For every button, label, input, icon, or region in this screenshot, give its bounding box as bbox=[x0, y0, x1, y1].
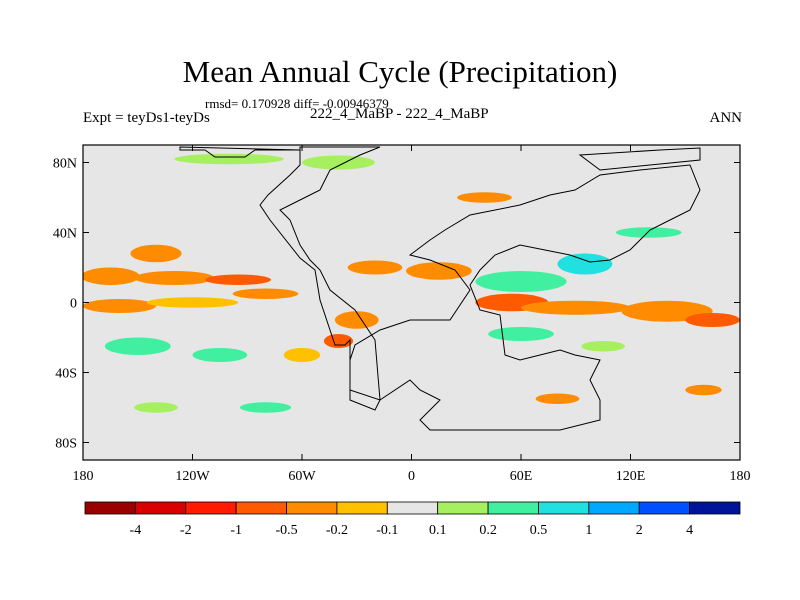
siberia-outline bbox=[578, 147, 701, 171]
x-axis: 180 120W 60W 0 60E 120E 180 bbox=[73, 145, 751, 484]
x-tick-label: 60E bbox=[510, 469, 533, 484]
anomaly-region bbox=[192, 348, 248, 362]
colorbar-swatch bbox=[286, 501, 338, 515]
anomaly-region bbox=[457, 192, 512, 203]
colorbar-swatch bbox=[235, 501, 287, 515]
anomaly-region bbox=[302, 155, 375, 170]
y-tick-label: 40S bbox=[55, 367, 77, 382]
colorbar-swatch bbox=[538, 501, 590, 515]
x-tick-label: 0 bbox=[408, 469, 415, 484]
anomaly-region bbox=[104, 337, 171, 355]
continent-outlines bbox=[179, 146, 701, 431]
anomaly-region bbox=[134, 402, 178, 413]
anomaly-region bbox=[521, 300, 631, 315]
colorbar-label: 4 bbox=[686, 523, 693, 538]
anomaly-region bbox=[685, 313, 740, 327]
colorbar-label: 2 bbox=[636, 523, 643, 538]
anomaly-region bbox=[146, 297, 239, 308]
anomaly-region bbox=[347, 260, 403, 275]
colorbar-label: -1 bbox=[230, 523, 242, 538]
colorbar-swatch bbox=[84, 501, 136, 515]
case-label: 222_4_MaBP - 222_4_MaBP bbox=[310, 106, 489, 122]
season-label: ANN bbox=[709, 110, 743, 126]
anomaly-region bbox=[581, 341, 626, 352]
colorbar-label: -2 bbox=[180, 523, 192, 538]
anomaly-region bbox=[488, 327, 554, 341]
y-tick-label: 80N bbox=[53, 157, 77, 172]
colorbar-label: -0.2 bbox=[326, 523, 348, 538]
chart-title: Mean Annual Cycle (Precipitation) bbox=[182, 54, 618, 89]
x-tick-label: 180 bbox=[730, 469, 751, 484]
y-tick-label: 40N bbox=[53, 227, 77, 242]
anomaly-region bbox=[232, 288, 299, 299]
x-tick-label: 120E bbox=[616, 469, 646, 484]
anomaly-region bbox=[334, 311, 379, 329]
anomaly-region bbox=[615, 227, 682, 238]
x-tick-label: 120W bbox=[175, 469, 210, 484]
colorbar-swatch bbox=[689, 501, 741, 515]
colorbar-swatch bbox=[588, 501, 640, 515]
colorbar-swatch bbox=[487, 501, 539, 515]
colorbar-swatch bbox=[185, 501, 237, 515]
colorbar-label: 0.1 bbox=[429, 523, 447, 538]
y-tick-label: 80S bbox=[55, 437, 77, 452]
anomaly-region bbox=[83, 267, 140, 285]
anomaly-region bbox=[475, 271, 567, 292]
anomaly-region bbox=[535, 393, 580, 404]
colorbar: -4 -2 -1 -0.5 -0.2 -0.1 0.1 0.2 0.5 1 2 4 bbox=[84, 501, 741, 538]
old-world-outline bbox=[349, 164, 701, 431]
colorbar-label: 0.2 bbox=[479, 523, 497, 538]
anomaly-region bbox=[406, 262, 472, 280]
anomaly-region bbox=[130, 244, 182, 263]
colorbar-label: 0.5 bbox=[530, 523, 548, 538]
x-tick-label: 60W bbox=[288, 469, 316, 484]
anomaly-region bbox=[685, 384, 722, 396]
colorbar-swatch bbox=[638, 501, 691, 515]
anomaly-region bbox=[239, 402, 292, 413]
colorbar-label: -4 bbox=[130, 523, 142, 538]
x-tick-label: 180 bbox=[73, 469, 94, 484]
colorbar-label: 1 bbox=[585, 523, 592, 538]
arctic-outline bbox=[179, 146, 301, 158]
anomaly-region bbox=[83, 299, 156, 313]
anomaly-region bbox=[205, 274, 271, 285]
anomaly-region bbox=[134, 271, 215, 285]
colorbar-label: -0.5 bbox=[275, 523, 297, 538]
colorbar-swatch bbox=[386, 501, 439, 515]
anomaly-region bbox=[174, 153, 284, 165]
colorbar-label: -0.1 bbox=[376, 523, 398, 538]
colorbar-swatch bbox=[336, 501, 388, 515]
y-tick-label: 0 bbox=[70, 297, 77, 312]
colorbar-swatch bbox=[134, 501, 187, 515]
experiment-label: Expt = teyDs1-teyDs bbox=[83, 110, 210, 126]
anomaly-region bbox=[283, 348, 321, 362]
y-axis: 80N 40N 0 40S 80S bbox=[53, 157, 740, 452]
anomaly-region bbox=[557, 253, 613, 275]
colorbar-swatch bbox=[437, 501, 489, 515]
stats-line: rmsd= 0.170928 diff= -0.00946379 bbox=[205, 96, 389, 111]
